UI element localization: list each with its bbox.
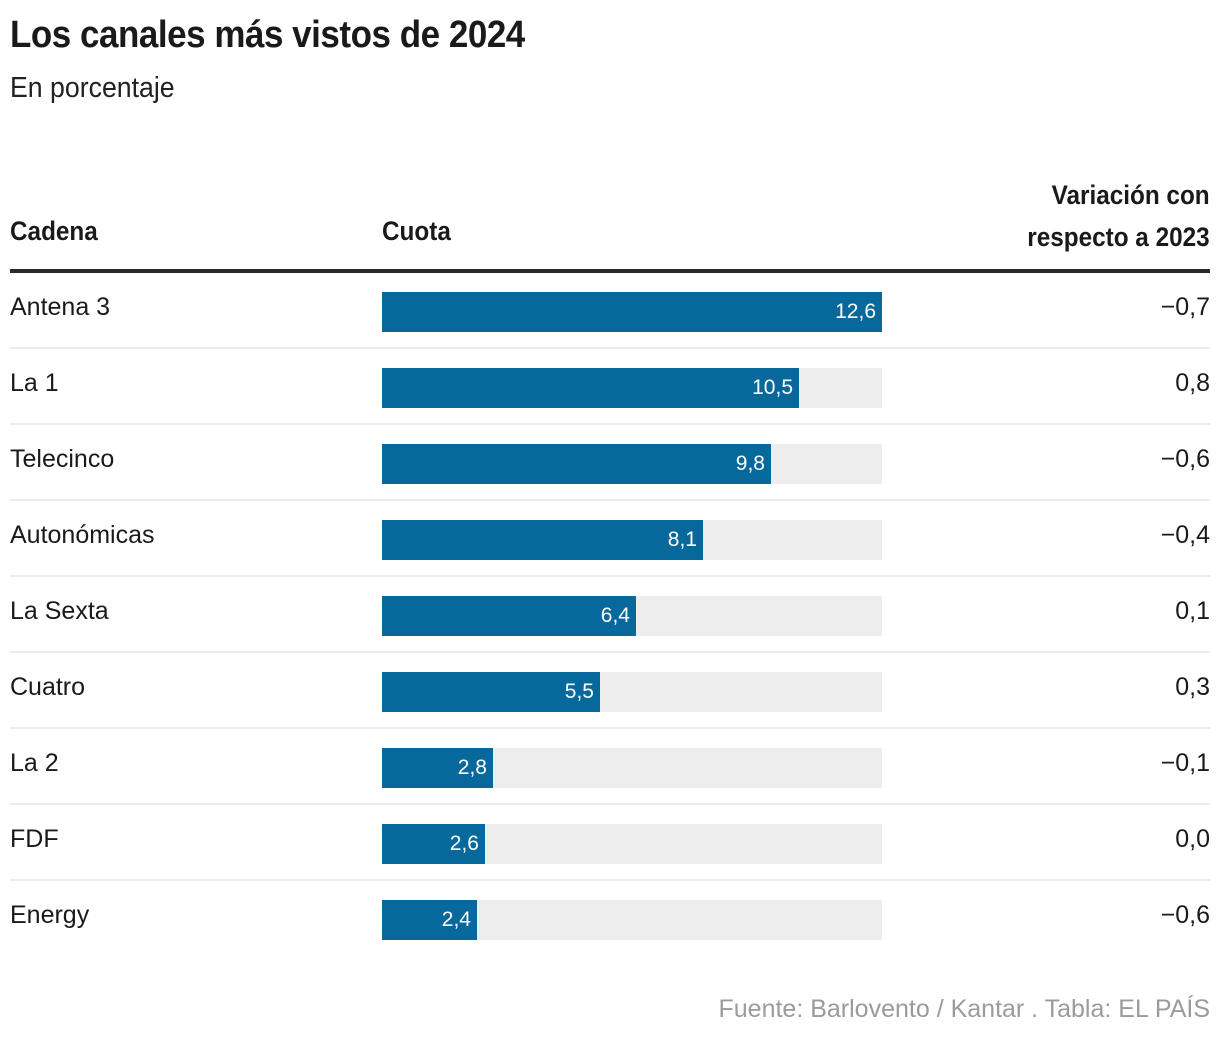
table-row: Energy 2,4 −0,6 <box>10 881 1210 955</box>
variation-value: −0,7 <box>1160 293 1210 321</box>
table-row: Telecinco 9,8 −0,6 <box>10 425 1210 501</box>
table-row: La 2 2,8 −0,1 <box>10 729 1210 805</box>
bar-track: 10,5 <box>382 368 882 408</box>
source-note: Fuente: Barlovento / Kantar . Tabla: EL … <box>718 995 1211 1023</box>
bar-track: 12,6 <box>382 292 882 332</box>
channel-name: Energy <box>10 901 90 929</box>
table-row: Antena 3 12,6 −0,7 <box>10 273 1210 349</box>
bar-value-label: 2,6 <box>449 832 479 855</box>
header-rule <box>10 269 1210 273</box>
channel-name: Cuatro <box>10 673 86 701</box>
bar-value-label: 6,4 <box>600 604 630 627</box>
bar-track: 8,1 <box>382 520 882 560</box>
table-row: Cuatro 5,5 0,3 <box>10 653 1210 729</box>
bar-value-label: 2,8 <box>457 756 487 779</box>
table-row: La Sexta 6,4 0,1 <box>10 577 1210 653</box>
bar-track: 2,6 <box>382 824 882 864</box>
variation-value: −0,4 <box>1160 521 1210 549</box>
column-header-variacion-line1: Variación con <box>1051 180 1210 210</box>
bar-value-label: 12,6 <box>835 300 876 323</box>
column-header-variacion: Variación con respecto a 2023 <box>1028 174 1210 258</box>
bar-track: 6,4 <box>382 596 882 636</box>
bar-cuota: 8,1 <box>382 520 703 560</box>
bar-cuota: 5,5 <box>382 672 600 712</box>
column-header-cuota: Cuota <box>382 216 451 246</box>
bar-cuota: 2,4 <box>382 900 477 940</box>
bar-cuota: 12,6 <box>382 292 882 332</box>
bar-value-label: 8,1 <box>667 528 697 551</box>
bar-cuota: 9,8 <box>382 444 771 484</box>
bar-cuota: 2,6 <box>382 824 485 864</box>
bar-cuota: 2,8 <box>382 748 493 788</box>
table-row: La 1 10,5 0,8 <box>10 349 1210 425</box>
channel-name: Antena 3 <box>10 293 111 321</box>
bar-value-label: 2,4 <box>441 908 471 931</box>
channel-name: La Sexta <box>10 597 109 625</box>
variation-value: 0,8 <box>1175 369 1210 397</box>
variation-value: 0,1 <box>1175 597 1210 625</box>
channel-name: La 2 <box>10 749 59 777</box>
table-row: Autonómicas 8,1 −0,4 <box>10 501 1210 577</box>
table-row: FDF 2,6 0,0 <box>10 805 1210 881</box>
channel-name: FDF <box>10 825 59 853</box>
bar-value-label: 9,8 <box>735 452 765 475</box>
table-body: Antena 3 12,6 −0,7 La 1 10,5 0,8 Telecinco 9,8 −… <box>10 273 1210 955</box>
bar-value-label: 5,5 <box>564 680 594 703</box>
bar-track: 2,8 <box>382 748 882 788</box>
bar-track: 9,8 <box>382 444 882 484</box>
bar-value-label: 10,5 <box>752 376 793 399</box>
variation-value: −0,6 <box>1160 445 1210 473</box>
column-header-cadena: Cadena <box>10 216 98 246</box>
column-header-variacion-line2: respecto a 2023 <box>1027 222 1210 252</box>
variation-value: −0,1 <box>1160 749 1210 777</box>
bar-track: 5,5 <box>382 672 882 712</box>
variation-value: −0,6 <box>1160 901 1210 929</box>
bar-cuota: 6,4 <box>382 596 636 636</box>
bar-cuota: 10,5 <box>382 368 799 408</box>
channel-name: Telecinco <box>10 445 115 473</box>
channel-name: Autonómicas <box>10 521 155 549</box>
variation-value: 0,3 <box>1175 673 1210 701</box>
variation-value: 0,0 <box>1175 825 1210 853</box>
chart-subtitle: En porcentaje <box>10 72 175 104</box>
channel-name: La 1 <box>10 369 59 397</box>
bar-track: 2,4 <box>382 900 882 940</box>
chart-title: Los canales más vistos de 2024 <box>10 14 525 56</box>
